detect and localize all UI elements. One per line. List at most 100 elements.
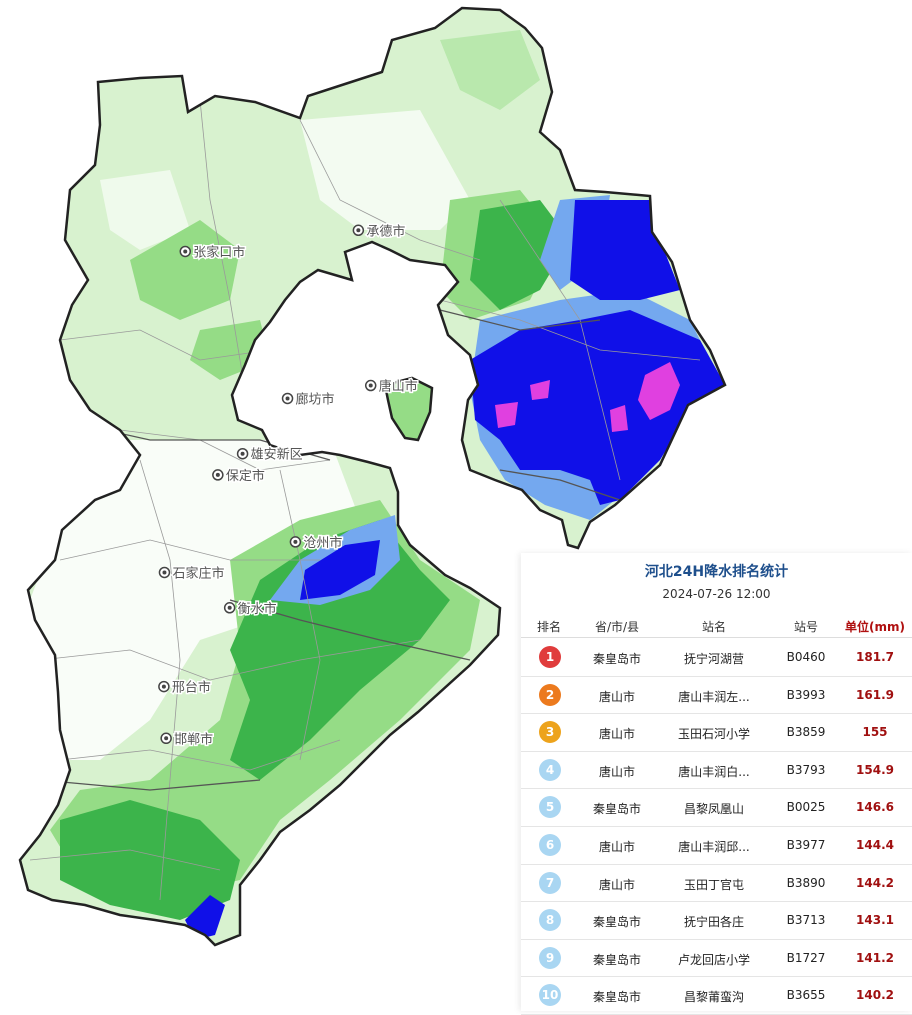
ranking-panel: 河北24H降水排名统计 2024-07-26 12:00 排名 省/市/县 站名… (521, 553, 912, 1015)
city-marker: 衡水市 (223, 599, 278, 618)
cell-city: 秦皇岛市 (592, 990, 641, 1005)
city-marker: 保定市 (212, 466, 266, 485)
cell-station-id: B3655 (786, 988, 826, 1003)
cell-city: 唐山市 (598, 764, 635, 779)
rank-badge: 7 (539, 871, 561, 894)
cell-value: 143.1 (856, 913, 894, 928)
city-label: 衡水市 (238, 601, 277, 617)
header-rank: 排名 (536, 620, 561, 634)
city-marker: 石家庄市 (158, 564, 226, 583)
cell-station-name: 昌黎莆蛮沟 (683, 990, 744, 1005)
cell-station-name: 昌黎凤凰山 (683, 802, 744, 817)
table-row: 8 秦皇岛市 抚宁田各庄 B3713 143.1 (521, 902, 912, 940)
header-id: 站号 (793, 620, 818, 634)
cell-value: 144.4 (856, 837, 894, 852)
table-header: 排名 省/市/县 站名 站号 单位(mm) (521, 613, 912, 638)
cell-city: 唐山市 (598, 839, 635, 854)
rank-badge: 2 (539, 683, 561, 706)
panel-title: 河北24H降水排名统计 (644, 564, 789, 580)
cell-value: 146.6 (856, 800, 894, 815)
cell-city: 唐山市 (598, 877, 635, 892)
city-label: 承德市 (366, 223, 405, 239)
cell-station-id: B0025 (786, 800, 826, 815)
header-city: 省/市/县 (594, 620, 640, 634)
cell-station-id: B1727 (786, 950, 826, 965)
cell-station-id: B3993 (786, 687, 826, 702)
city-pin-dot (164, 736, 169, 741)
city-pin-dot (285, 396, 290, 401)
rank-badge: 10 (539, 984, 561, 1007)
rank-badge: 6 (539, 833, 561, 856)
city-marker: 邯郸市 (160, 730, 215, 749)
cell-station-name: 抚宁田各庄 (683, 915, 744, 930)
table-row: 5 秦皇岛市 昌黎凤凰山 B0025 146.6 (521, 789, 912, 827)
hebei-border (18, 6, 727, 947)
cell-value: 155 (862, 725, 888, 740)
cell-station-id: B3859 (786, 725, 826, 740)
cell-station-id: B0460 (786, 650, 826, 664)
header-value: 单位(mm) (845, 620, 905, 634)
city-pin-dot (293, 539, 298, 544)
city-label: 沧州市 (303, 535, 342, 551)
city-marker: 雄安新区 (236, 445, 304, 464)
city-label: 邢台市 (172, 680, 211, 696)
rank-badge: 4 (539, 758, 561, 781)
cell-city: 秦皇岛市 (592, 952, 641, 967)
cell-station-id: B3977 (786, 837, 826, 852)
cell-value: 181.7 (856, 650, 894, 664)
city-marker: 邢台市 (158, 678, 212, 697)
city-label: 张家口市 (193, 244, 245, 260)
rank-badge: 1 (539, 646, 561, 668)
city-pin-dot (162, 570, 167, 575)
table-row: 6 唐山市 唐山丰润邱... B3977 144.4 (521, 827, 912, 865)
city-pin-dot (161, 684, 166, 689)
city-pin-dot (368, 383, 373, 388)
city-label: 廊坊市 (296, 391, 335, 407)
cell-station-id: B3793 (786, 762, 826, 777)
cell-station-id: B3890 (786, 875, 826, 890)
city-label: 雄安新区 (251, 447, 303, 463)
city-pin-dot (240, 451, 245, 456)
cell-city: 唐山市 (598, 727, 635, 742)
cell-value: 161.9 (856, 687, 894, 702)
table-row: 1 秦皇岛市 抚宁河湖营 B0460 181.7 (521, 639, 912, 677)
table-row: 9 秦皇岛市 卢龙回店小学 B1727 141.2 (521, 940, 912, 978)
city-label: 保定市 (226, 468, 265, 484)
city-label: 邯郸市 (174, 731, 213, 747)
table-row: 3 唐山市 玉田石河小学 B3859 155 (521, 714, 912, 752)
cell-station-name: 玉田石河小学 (677, 727, 750, 742)
city-marker: 廊坊市 (281, 390, 336, 409)
panel-date: 2024-07-26 12:00 (662, 587, 771, 601)
city-pin-dot (227, 605, 232, 610)
cell-value: 154.9 (856, 762, 894, 777)
city-pin-dot (356, 228, 361, 233)
cell-city: 秦皇岛市 (592, 915, 641, 930)
cell-station-name: 卢龙回店小学 (677, 952, 750, 967)
city-marker: 沧州市 (289, 533, 344, 552)
city-marker: 承德市 (352, 222, 407, 241)
rank-badge: 9 (539, 946, 561, 969)
cell-station-name: 玉田丁官屯 (683, 877, 744, 892)
city-marker: 唐山市 (364, 377, 419, 396)
cell-value: 140.2 (856, 988, 894, 1003)
city-pin-dot (215, 472, 220, 477)
cell-city: 秦皇岛市 (592, 652, 641, 666)
cell-station-name: 唐山丰润邱... (678, 839, 750, 854)
table-row: 10 秦皇岛市 昌黎莆蛮沟 B3655 140.2 (521, 977, 912, 1015)
cell-city: 唐山市 (598, 689, 635, 704)
cell-value: 141.2 (856, 950, 894, 965)
city-label: 唐山市 (379, 379, 418, 395)
cell-station-name: 唐山丰润白... (678, 764, 750, 779)
rank-badge: 3 (539, 721, 561, 744)
cell-city: 秦皇岛市 (592, 802, 641, 817)
city-pin-dot (183, 249, 188, 254)
table-row: 2 唐山市 唐山丰润左... B3993 161.9 (521, 677, 912, 715)
table-row: 4 唐山市 唐山丰润白... B3793 154.9 (521, 752, 912, 790)
rank-badge: 5 (539, 796, 561, 819)
header-name: 站名 (701, 620, 726, 634)
rank-badge: 8 (539, 909, 561, 932)
city-label: 石家庄市 (172, 565, 224, 581)
cell-value: 144.2 (856, 875, 894, 890)
cell-station-id: B3713 (786, 913, 826, 928)
